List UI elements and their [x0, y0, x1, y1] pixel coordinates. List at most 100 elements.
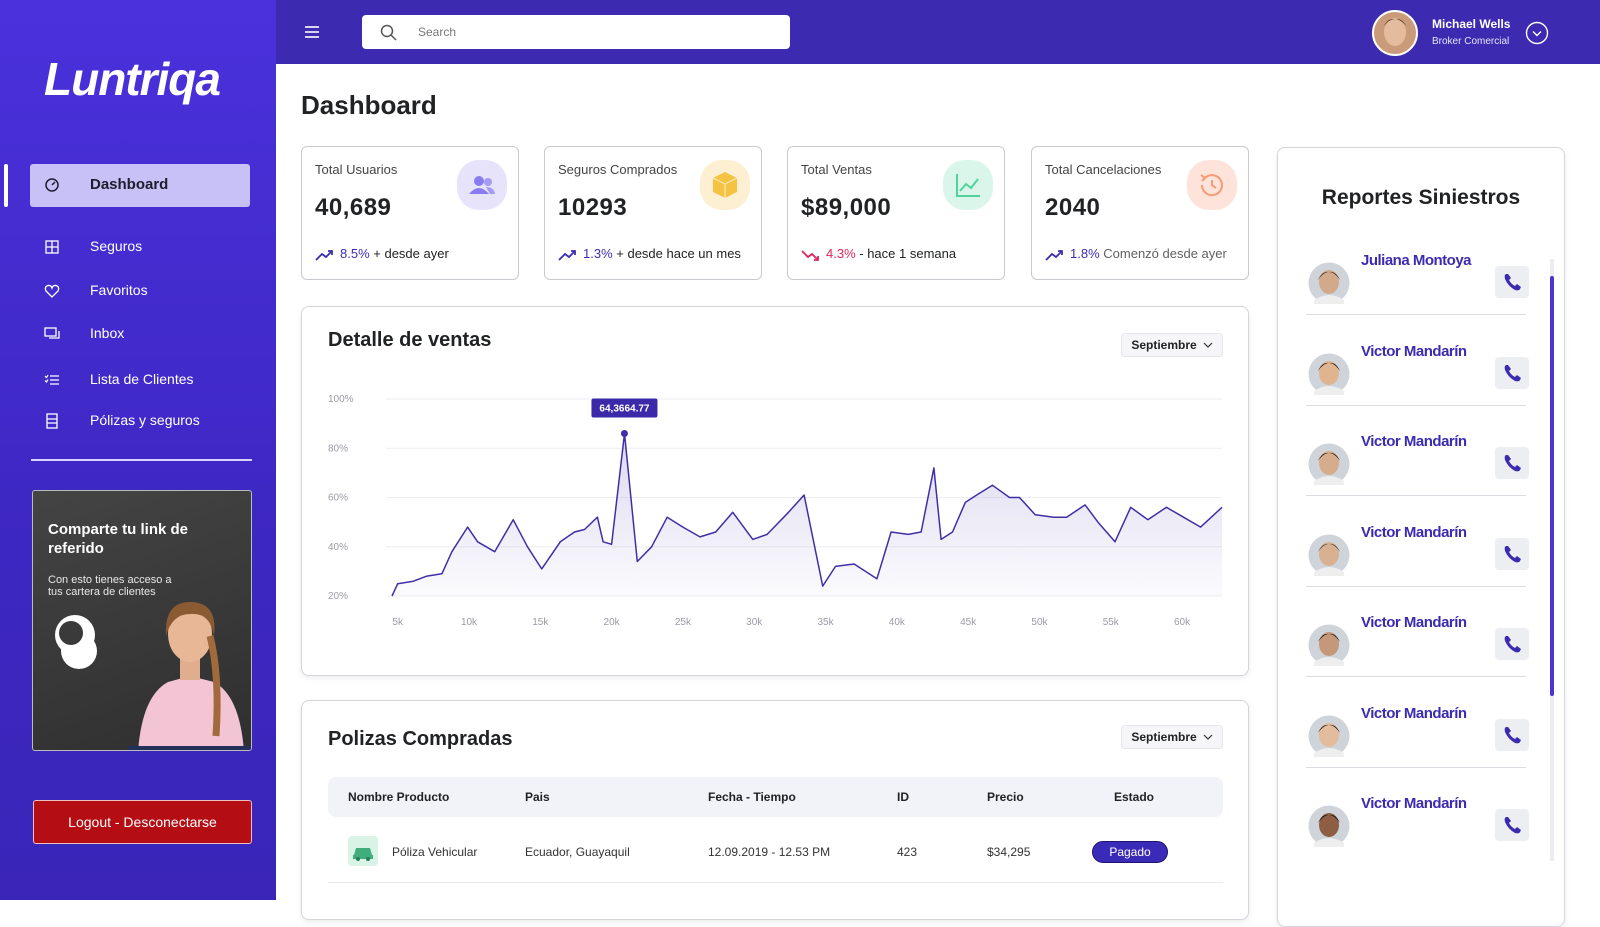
nav-item-active-bg[interactable] — [30, 164, 250, 207]
nav-icon — [44, 374, 59, 385]
icon-shape — [1504, 726, 1521, 743]
call-button[interactable] — [1495, 537, 1529, 570]
user-role: Broker Comercial — [1432, 36, 1510, 47]
icon-shape — [486, 187, 495, 194]
stat-change: 8.5% — [340, 246, 370, 261]
icon-shape — [558, 250, 576, 261]
active-indicator — [4, 164, 8, 207]
icon-shape — [1318, 724, 1340, 733]
line — [391, 432, 1223, 597]
x-tick-label: 45k — [960, 617, 977, 628]
promo-card[interactable]: Comparte tu link de referido Con esto ti… — [32, 490, 252, 751]
icon-shape — [46, 241, 58, 253]
icon-shape — [44, 327, 57, 337]
icon-shape — [1200, 174, 1207, 182]
icon-shape — [474, 176, 484, 186]
chevron — [1203, 734, 1213, 740]
peak-point — [620, 429, 628, 437]
nav-item[interactable]: Inbox — [90, 325, 125, 341]
report-name[interactable]: Juliana Montoya — [1361, 252, 1472, 269]
nav-item[interactable]: Seguros — [90, 238, 143, 254]
icon-shape — [1318, 543, 1340, 552]
chart-filter-label: Septiembre — [1131, 338, 1197, 352]
annotation-text: 64,3664.77 — [599, 403, 649, 414]
nav-item[interactable]: Favoritos — [90, 282, 148, 298]
nav-icon — [45, 240, 59, 254]
nav-item[interactable]: Lista de Clientes — [90, 371, 194, 387]
icon-shape — [315, 250, 333, 261]
report-avatar — [1308, 624, 1350, 666]
chart-filter[interactable]: Septiembre — [1121, 333, 1223, 357]
stat-change-line: 1.3% + desde hace un mes — [583, 246, 741, 261]
stat-value: 40,689 — [315, 194, 392, 221]
logo[interactable]: Luntriqa — [44, 53, 221, 105]
call-button[interactable] — [1495, 718, 1529, 751]
table-header — [328, 777, 1223, 817]
icon-shape — [44, 374, 59, 385]
divider — [1306, 314, 1526, 315]
table-card: Polizas Compradas Septiembre Nombre Prod… — [301, 700, 1249, 920]
call-button[interactable] — [1495, 809, 1529, 841]
report-name[interactable]: Victor Mandarín — [1361, 795, 1467, 812]
call-button[interactable] — [1495, 628, 1529, 660]
icon-shape — [1314, 838, 1344, 847]
icon-shape — [1504, 817, 1521, 834]
icon-shape — [366, 857, 370, 861]
x-tick-label: 20k — [604, 617, 621, 628]
x-tick-label: 50k — [1031, 617, 1048, 628]
divider — [1306, 495, 1526, 496]
icon-shape — [469, 188, 489, 194]
user-avatar[interactable] — [1372, 10, 1418, 56]
table-cell: Póliza Vehicular — [392, 845, 478, 859]
report-name[interactable]: Victor Mandarín — [1361, 704, 1467, 722]
report-name[interactable]: Victor Mandarín — [1361, 523, 1467, 541]
report-name[interactable]: Victor Mandarín — [1361, 342, 1467, 360]
table-title: Polizas Compradas — [328, 728, 513, 750]
stat-note: Comenzó desde ayer — [1103, 246, 1227, 261]
table-filter[interactable]: Septiembre — [1121, 725, 1223, 749]
icon-shape — [1319, 632, 1339, 656]
icon-shape — [45, 178, 59, 192]
icon-shape — [571, 250, 576, 255]
column-header: Estado — [1114, 790, 1155, 804]
divider — [1306, 585, 1526, 587]
column-header: ID — [897, 790, 909, 804]
stat-label: Total Cancelaciones — [1045, 162, 1162, 177]
icon-shape — [712, 177, 738, 198]
report-avatar — [1308, 262, 1350, 304]
report-name[interactable]: Victor Mandarín — [1361, 614, 1467, 631]
scroll-thumb[interactable] — [1550, 276, 1554, 696]
stat-change: 4.3% — [826, 246, 856, 261]
search-placeholder: Search — [418, 25, 457, 39]
stat-icon — [700, 160, 750, 210]
stat-note: + desde hace un mes — [616, 246, 741, 261]
stat-icon — [1187, 160, 1237, 210]
icon-shape — [1314, 476, 1344, 485]
stat-note: + desde ayer — [373, 246, 449, 261]
search-box[interactable]: Search — [362, 15, 790, 49]
icon-shape — [1319, 360, 1339, 385]
icon-shape — [46, 413, 58, 429]
call-button[interactable] — [1495, 447, 1529, 479]
y-tick-label: 80% — [328, 443, 348, 454]
nav-item[interactable]: Dashboard — [90, 176, 169, 193]
column-header: Pais — [525, 790, 550, 804]
line-chart: 20% 40% 60% 80% 100% 5k 10k 15k 20k 25k 30k 35k 40k 4… — [328, 394, 1223, 628]
icon-shape — [801, 250, 819, 261]
x-tick-label: 40k — [889, 617, 906, 628]
icon-shape — [1200, 174, 1223, 197]
divider — [1306, 676, 1526, 677]
menu-button[interactable] — [304, 24, 322, 40]
stat-card: Total Cancelaciones 2040 1.8% Comenzó desd… — [1031, 146, 1249, 280]
trend-icon — [801, 250, 819, 261]
user-menu-button[interactable] — [1525, 21, 1549, 45]
logout-button[interactable]: Logout - Desconectarse — [33, 800, 252, 844]
sidebar: Luntriqa Dashboard Seguros Favoritos Inbox L… — [0, 0, 276, 900]
icon-shape — [1314, 657, 1344, 666]
chart-card: Detalle de ventas Septiembre 20% 40% 60% 80… — [301, 306, 1249, 676]
call-button[interactable] — [1495, 266, 1529, 298]
nav-item[interactable]: Pólizas y seguros — [90, 412, 200, 428]
report-name[interactable]: Victor Mandarín — [1361, 433, 1467, 450]
area-fill — [392, 433, 1222, 596]
call-button[interactable] — [1495, 356, 1529, 389]
